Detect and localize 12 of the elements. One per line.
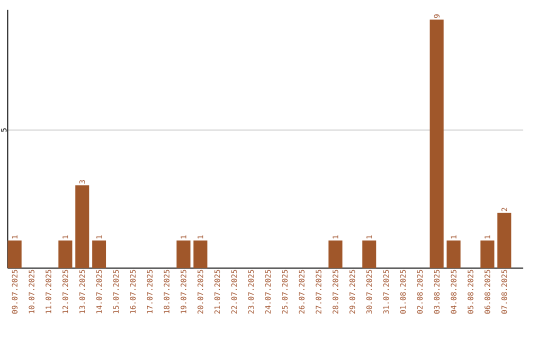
- bar: [176, 240, 190, 268]
- bar: [362, 240, 376, 268]
- bar: [193, 240, 208, 268]
- bar: [497, 213, 512, 268]
- bar: [328, 240, 342, 268]
- bar: [92, 240, 106, 268]
- bar: [8, 240, 22, 268]
- bar: [75, 185, 90, 268]
- bar: [58, 240, 72, 268]
- bar: [430, 20, 444, 268]
- bar: [446, 240, 461, 268]
- bar: [480, 240, 494, 268]
